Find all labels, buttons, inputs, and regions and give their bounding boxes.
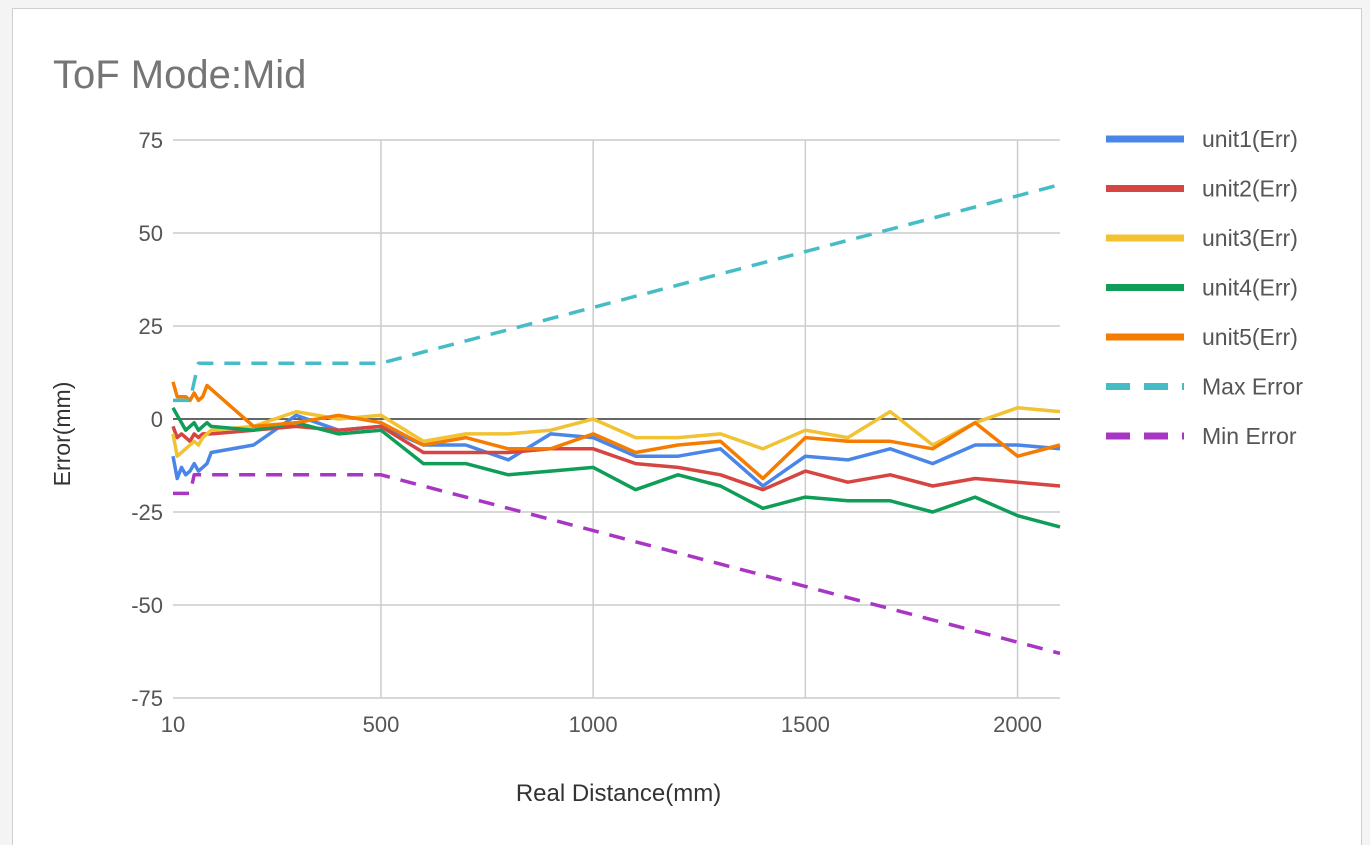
legend-item[interactable]: Min Error [1106, 423, 1297, 449]
series-line-unit5-err[interactable] [171, 381, 1061, 481]
chart-title: ToF Mode:Mid [53, 53, 307, 97]
x-tick-label: 500 [363, 712, 400, 737]
y-tick-label: -25 [131, 500, 163, 525]
legend-item[interactable]: unit5(Err) [1106, 324, 1298, 350]
series-line-unit3-err[interactable] [171, 406, 1061, 458]
series-line-max-error[interactable] [173, 182, 1061, 403]
legend-item[interactable]: unit4(Err) [1106, 275, 1298, 301]
y-tick-label: 75 [139, 128, 163, 153]
series-lines [171, 182, 1061, 656]
x-axis-title: Real Distance(mm) [516, 780, 721, 807]
legend-label: Min Error [1202, 423, 1297, 449]
legend[interactable]: unit1(Err) unit2(Err) unit3(Err) unit4(Err)… [1106, 126, 1303, 449]
legend-item[interactable]: Max Error [1106, 374, 1303, 400]
y-tick-label: 25 [139, 314, 163, 339]
x-tick-label: 10 [161, 712, 185, 737]
legend-label: unit4(Err) [1202, 275, 1298, 301]
legend-label: unit1(Err) [1202, 126, 1298, 152]
y-axis-title: Error(mm) [49, 382, 75, 487]
x-tick-label: 1500 [781, 712, 830, 737]
series-line-unit2-err[interactable] [171, 424, 1061, 492]
y-tick-label: 50 [139, 221, 163, 246]
y-tick-label: -75 [131, 686, 163, 711]
legend-item[interactable]: unit2(Err) [1106, 176, 1298, 202]
x-tick-label: 1000 [569, 712, 618, 737]
legend-label: unit5(Err) [1202, 324, 1298, 350]
legend-label: unit3(Err) [1202, 225, 1298, 251]
legend-label: unit2(Err) [1202, 176, 1298, 202]
legend-label: Max Error [1202, 374, 1303, 400]
series-line-unit4-err[interactable] [171, 406, 1061, 529]
y-tick-label: -50 [131, 593, 163, 618]
series-line-unit1-err[interactable] [171, 413, 1061, 488]
legend-item[interactable]: unit1(Err) [1106, 126, 1298, 152]
legend-item[interactable]: unit3(Err) [1106, 225, 1298, 251]
y-tick-label: 0 [151, 407, 163, 432]
x-tick-label: 2000 [993, 712, 1042, 737]
series-line-min-error[interactable] [173, 473, 1061, 656]
